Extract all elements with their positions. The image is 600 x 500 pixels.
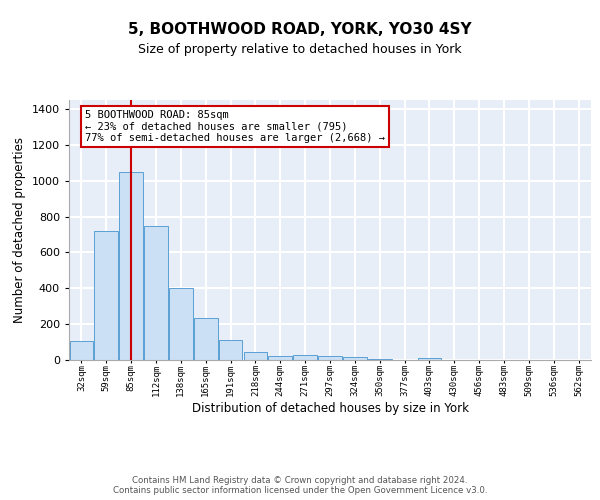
- Bar: [169, 288, 193, 360]
- Bar: [268, 356, 292, 360]
- Bar: [293, 355, 317, 360]
- Y-axis label: Number of detached properties: Number of detached properties: [13, 137, 26, 323]
- Bar: [119, 172, 143, 360]
- Bar: [368, 358, 392, 360]
- Bar: [244, 352, 267, 360]
- Bar: [219, 340, 242, 360]
- Bar: [94, 231, 118, 360]
- Bar: [343, 358, 367, 360]
- Bar: [144, 226, 168, 360]
- Bar: [418, 358, 441, 360]
- Text: 5, BOOTHWOOD ROAD, YORK, YO30 4SY: 5, BOOTHWOOD ROAD, YORK, YO30 4SY: [128, 22, 472, 38]
- Bar: [70, 341, 93, 360]
- Text: 5 BOOTHWOOD ROAD: 85sqm
← 23% of detached houses are smaller (795)
77% of semi-d: 5 BOOTHWOOD ROAD: 85sqm ← 23% of detache…: [85, 110, 385, 143]
- Bar: [318, 356, 342, 360]
- Bar: [194, 318, 218, 360]
- Text: Contains HM Land Registry data © Crown copyright and database right 2024.
Contai: Contains HM Land Registry data © Crown c…: [113, 476, 487, 495]
- X-axis label: Distribution of detached houses by size in York: Distribution of detached houses by size …: [191, 402, 469, 415]
- Text: Size of property relative to detached houses in York: Size of property relative to detached ho…: [138, 42, 462, 56]
